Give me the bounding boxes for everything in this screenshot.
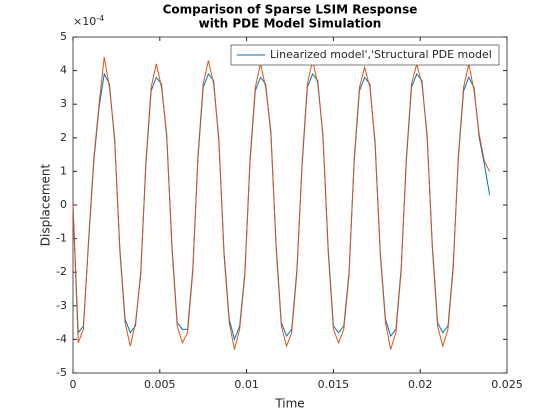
y-tick-label: 2 xyxy=(60,131,67,144)
y-axis-label: Displacement xyxy=(39,163,53,246)
y-tick-label: 1 xyxy=(60,164,67,177)
y-multiplier-base: ×10 xyxy=(73,15,96,28)
chart-title: with PDE Model Simulation xyxy=(199,17,382,31)
legend-label: Linearized model','Structural PDE model xyxy=(270,48,492,61)
chart-title: Comparison of Sparse LSIM Response xyxy=(163,3,418,17)
plot-area xyxy=(72,36,508,374)
y-tick-label: -3 xyxy=(56,299,67,312)
series-line xyxy=(72,57,491,350)
legend-box xyxy=(230,44,500,66)
x-tick-label: 0.025 xyxy=(491,378,523,391)
y-tick-label: -5 xyxy=(56,366,67,379)
y-multiplier-exponent: -4 xyxy=(96,14,104,23)
y-tick-label: 3 xyxy=(60,97,67,110)
y-multiplier: ×10-4 xyxy=(73,14,104,29)
y-tick-label: 0 xyxy=(60,198,67,211)
x-tick-label: 0.02 xyxy=(408,378,433,391)
y-tick-label: 4 xyxy=(60,64,67,77)
y-tick-label: -2 xyxy=(56,265,67,278)
x-tick-label: 0.005 xyxy=(144,378,176,391)
y-tick-label: -4 xyxy=(56,332,67,345)
y-tick-label: -1 xyxy=(56,232,67,245)
x-tick-label: 0.01 xyxy=(234,378,259,391)
y-tick-label: 5 xyxy=(60,30,67,43)
x-tick-label: 0 xyxy=(70,378,77,391)
x-axis-label: Time xyxy=(274,397,304,411)
x-tick-label: 0.015 xyxy=(318,378,350,391)
